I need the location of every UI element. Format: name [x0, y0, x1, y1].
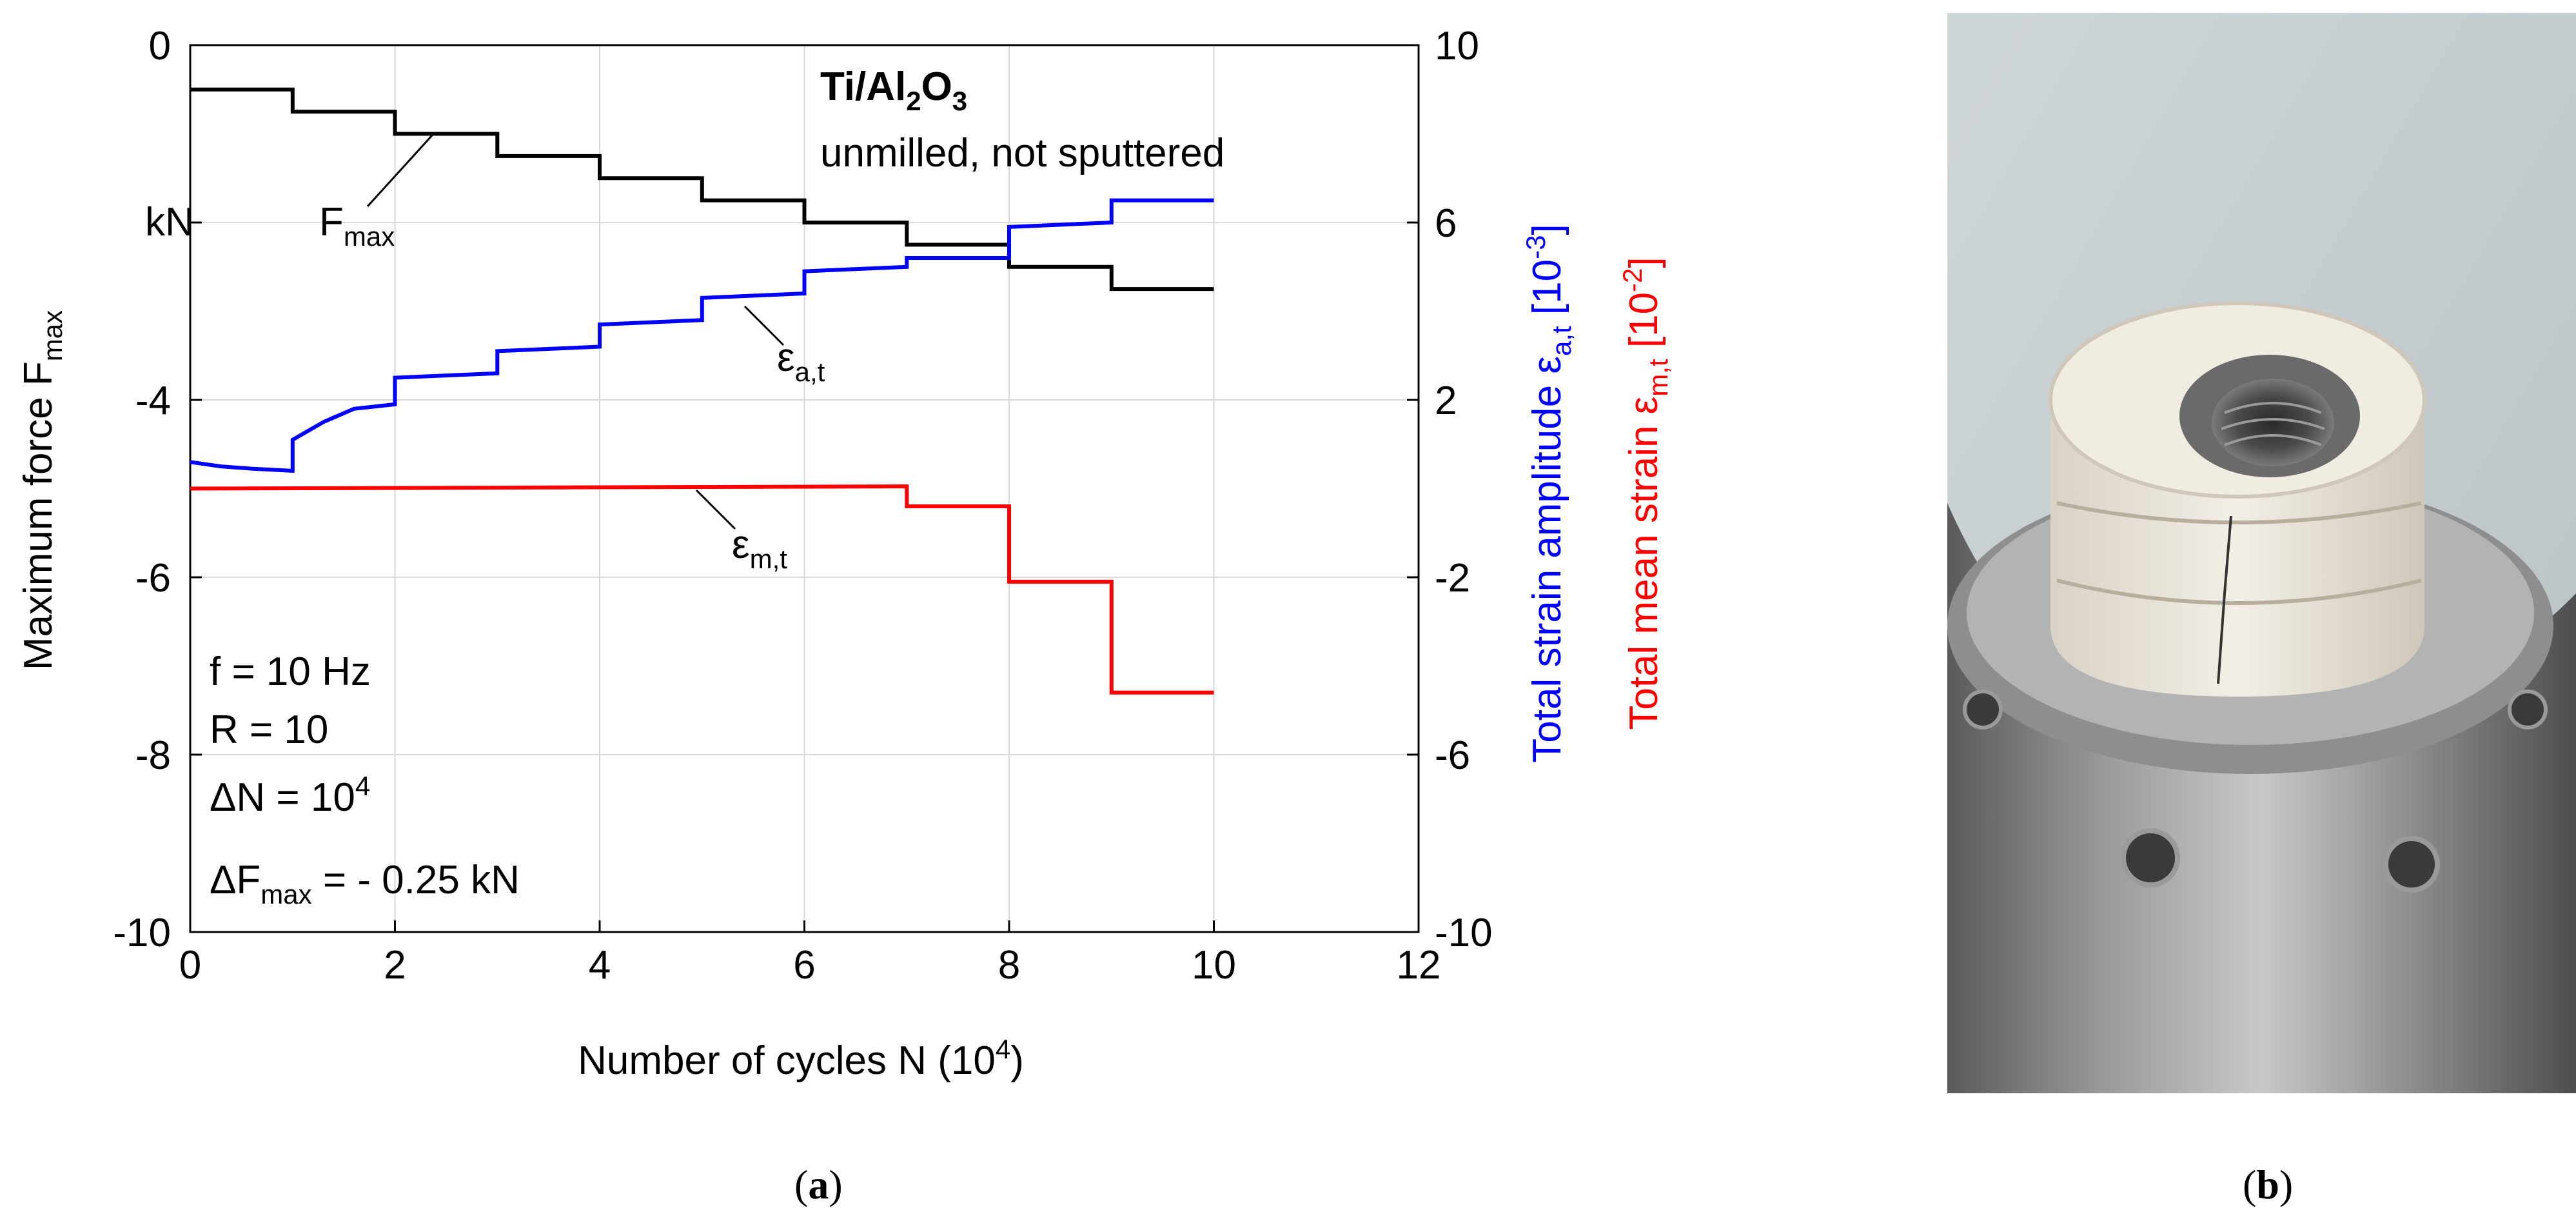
series-line-eps-a-t — [190, 198, 1214, 473]
material-label: Ti/Al2O3 — [820, 64, 967, 116]
ceramic-layer-line — [2056, 501, 2422, 524]
y-right-tick-label: 6 — [1435, 201, 1457, 246]
screw-icon — [1963, 689, 2003, 729]
caption-b: (b) — [2243, 1162, 2294, 1207]
screw-icon — [2121, 828, 2180, 888]
series-line-eps-m-t — [190, 484, 1214, 695]
series-layer — [190, 87, 1214, 695]
kn-unit-label: kN — [145, 200, 194, 244]
y-right-tick-label: 10 — [1435, 24, 1479, 68]
y-left-tick-label: 0 — [149, 24, 171, 68]
y-right-axis-ticks: 10 6 2 -2 -6 -10 — [1407, 24, 1493, 955]
x-tick-label: 2 — [384, 943, 406, 987]
x-tick-label: 12 — [1397, 943, 1441, 987]
y-right-tick-label: -6 — [1435, 733, 1470, 778]
screw-icon — [2508, 689, 2548, 729]
y-left-axis-ticks: 0 -4 -6 -8 -10 — [113, 24, 202, 955]
crack-line — [2217, 515, 2232, 684]
x-tick-label: 8 — [998, 943, 1020, 987]
eps-m-leader-line — [695, 489, 736, 530]
eps-m-series-label: εm,t — [732, 522, 787, 574]
y-left-axis-label: Maximum force Fmax — [16, 310, 68, 670]
param-delta-n: ΔN = 104 — [210, 771, 370, 820]
series-line-f-max — [190, 87, 1214, 292]
x-tick-label: 10 — [1192, 943, 1236, 987]
param-frequency: f = 10 Hz — [210, 650, 371, 694]
y-right-tick-label: 2 — [1435, 379, 1457, 423]
ceramic-layer-line — [2056, 579, 2422, 605]
eps-a-series-label: εa,t — [777, 335, 825, 387]
param-delta-fmax: ΔFmax = - 0.25 kN — [210, 858, 520, 909]
caption-a: (a) — [794, 1162, 843, 1207]
param-ratio: R = 10 — [210, 708, 328, 752]
screw-icon — [2383, 836, 2440, 893]
condition-label: unmilled, not sputtered — [820, 131, 1224, 175]
chart: 0 2 4 6 8 10 12 0 -4 -6 -8 -10 10 6 2 -2 -6 -10 Number … — [16, 24, 1673, 1083]
specimen-photo — [1947, 13, 2576, 1093]
y-right-tick-label: -10 — [1435, 911, 1493, 955]
x-tick-label: 6 — [793, 943, 815, 987]
x-axis-ticks: 0 2 4 6 8 10 12 — [179, 920, 1441, 987]
y-left-tick-label: -4 — [135, 379, 171, 423]
fmax-leader-line — [366, 134, 433, 208]
metal-body — [1947, 503, 2576, 1093]
thread-lines — [2221, 402, 2325, 446]
y-left-tick-label: -8 — [135, 733, 171, 778]
y-right-axis-label-amplitude: Total strain amplitude εa,t [10-3] — [1520, 224, 1577, 762]
y-right-axis-label-mean: Total mean strain εm,t [10-2] — [1617, 257, 1673, 729]
fmax-series-label: Fmax — [319, 200, 395, 252]
threaded-hole — [2212, 379, 2334, 466]
x-tick-label: 0 — [179, 943, 201, 987]
eps-a-leader-line — [743, 305, 785, 346]
y-right-tick-label: -2 — [1435, 556, 1470, 600]
y-left-tick-label: -6 — [135, 556, 171, 600]
x-axis-label: Number of cycles N (104) — [578, 1034, 1024, 1083]
y-left-tick-label: -10 — [113, 911, 171, 955]
x-tick-label: 4 — [589, 943, 611, 987]
